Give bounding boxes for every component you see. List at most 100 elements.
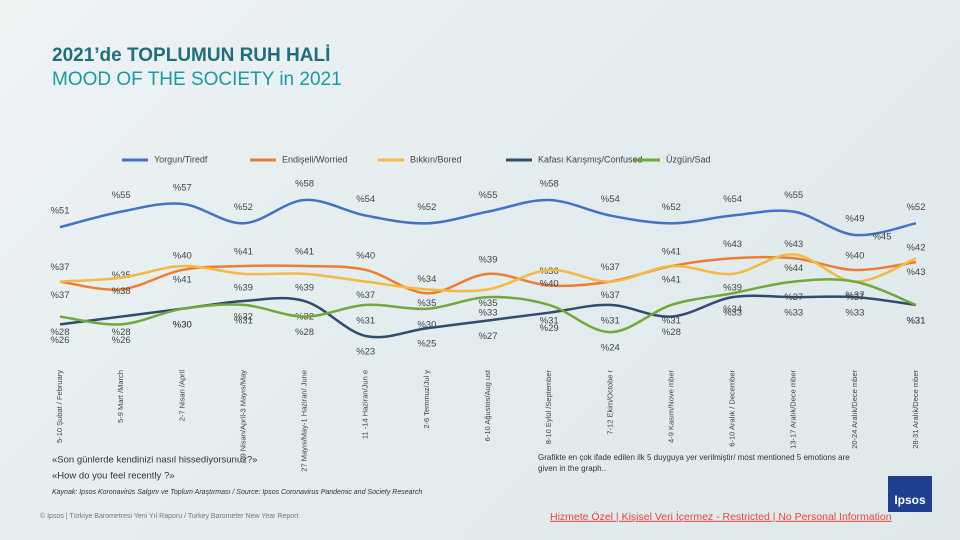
x-tick-label: 5-9 Mart /March <box>116 370 125 423</box>
data-label: %23 <box>356 347 375 358</box>
data-label: %28 <box>50 327 69 338</box>
x-tick-label: 6-10 Ağustos/Aug ust <box>483 369 492 441</box>
data-label: %31 <box>540 315 559 326</box>
data-label: %33 <box>784 308 803 319</box>
data-label: %41 <box>173 275 192 286</box>
x-tick-label: 6-10 Aralık / December <box>728 370 737 447</box>
question: «Son günlerde kendinizi nasıl hissediyor… <box>52 455 257 466</box>
data-label: %39 <box>295 282 314 293</box>
data-label: %37 <box>845 292 864 303</box>
data-label: %31 <box>234 315 253 326</box>
x-tick-label: 5-10 Şubat / February <box>55 370 64 443</box>
data-label: %33 <box>478 308 497 319</box>
data-label: %37 <box>601 262 620 273</box>
x-tick-label: 29 Nisan/April-3 Mayıs/May <box>238 370 247 462</box>
x-tick-label: 13-17 Aralık/Dece mber <box>789 370 798 449</box>
data-label: %39 <box>478 254 497 265</box>
data-label: %55 <box>784 190 803 201</box>
data-label: %41 <box>662 275 681 286</box>
legend-label: Kafası Karışmış/Confused <box>538 154 643 164</box>
data-label: %29 <box>540 323 559 334</box>
data-label: %30 <box>173 319 192 330</box>
x-tick-label: 2-6 Temmuz/Jul y <box>422 370 431 429</box>
data-label: %37 <box>50 262 69 273</box>
data-label: %35 <box>417 298 436 309</box>
data-label: %58 <box>295 179 314 190</box>
data-label: %40 <box>356 250 375 261</box>
data-label: %52 <box>234 202 253 213</box>
question: «How do you feel recently ?» <box>52 471 175 482</box>
data-label: %30 <box>173 319 192 330</box>
classification-link[interactable]: Hizmete Özel | Kişisel Veri İçermez - Re… <box>550 510 892 523</box>
data-label: %58 <box>540 179 559 190</box>
data-label: %44 <box>784 263 803 274</box>
data-label: %25 <box>417 339 436 350</box>
x-tick-label: 11 -14 Haziran/Jun e <box>361 370 370 439</box>
title: 2021’de TOPLUMUN RUH HALİ <box>52 45 330 66</box>
data-label: %33 <box>723 308 742 319</box>
data-label: %40 <box>540 278 559 289</box>
data-label: %37 <box>784 292 803 303</box>
data-label: %36 <box>540 266 559 277</box>
data-label: %28 <box>295 327 314 338</box>
data-label: %55 <box>112 190 131 201</box>
data-label: %34 <box>723 304 742 315</box>
data-label: %37 <box>50 290 69 301</box>
data-label: %27 <box>478 331 497 342</box>
data-label: %38 <box>112 286 131 297</box>
logo-box <box>888 476 932 512</box>
data-label: %41 <box>662 247 681 258</box>
data-label: %52 <box>906 202 925 213</box>
data-label: %37 <box>356 290 375 301</box>
logo: Ipsos <box>894 493 926 507</box>
data-label: %42 <box>906 243 925 254</box>
data-label: %54 <box>356 194 375 205</box>
data-label: %39 <box>234 282 253 293</box>
annotation: %45 <box>872 232 891 243</box>
x-tick-label: 7-12 Ekim/Octobe r <box>605 370 614 435</box>
data-label: %49 <box>845 213 864 224</box>
line <box>59 278 917 334</box>
footer: © Ipsos | Türkiye Barometresi Yeni Yıl R… <box>40 512 299 520</box>
legend-label: Üzgün/Sad <box>666 154 711 164</box>
data-label: %35 <box>112 270 131 281</box>
data-label: %31 <box>662 315 681 326</box>
legend-label: Yorgun/Tiredf <box>154 154 208 164</box>
x-tick-label: 8-10 Eylül /September <box>544 370 553 445</box>
note-box: Grafikte en çok ifade edilen ilk 5 duygu… <box>538 453 850 473</box>
data-label: %28 <box>662 327 681 338</box>
data-label: %31 <box>356 315 375 326</box>
data-label: %24 <box>601 343 620 354</box>
data-label: %33 <box>845 308 864 319</box>
data-label: %40 <box>173 250 192 261</box>
data-label: %37 <box>601 290 620 301</box>
subtitle: MOOD OF THE SOCIETY in 2021 <box>52 69 342 90</box>
data-label: %32 <box>234 312 253 323</box>
data-label: %41 <box>295 247 314 258</box>
x-tick-label: 4-9 Kasım/Nove mber <box>666 370 675 443</box>
x-tick-label: 27 Mayıs/May-1 Haziran/ June <box>300 370 309 472</box>
data-label: %55 <box>478 190 497 201</box>
data-label: %39 <box>723 282 742 293</box>
data-label: %28 <box>112 327 131 338</box>
line <box>59 253 917 293</box>
x-tick-label: 2-7 Nisan /April <box>177 370 186 422</box>
data-label: %34 <box>417 274 436 285</box>
x-tick-label: 20-24 Aralık/Dece mber <box>850 370 859 449</box>
data-label: %54 <box>601 194 620 205</box>
data-label: %41 <box>234 247 253 258</box>
data-label: %31 <box>906 315 925 326</box>
data-label: %30 <box>417 319 436 330</box>
data-label: %26 <box>112 335 131 346</box>
line <box>59 198 917 237</box>
legend-label: Endişeli/Worried <box>282 154 347 164</box>
legend-label: Bıkkın/Bored <box>410 154 462 164</box>
data-label: %40 <box>845 250 864 261</box>
data-label: %43 <box>784 239 803 250</box>
data-label: %31 <box>906 315 925 326</box>
x-tick-label: 28-31 Aralık/Dece mber <box>911 370 920 449</box>
data-label: %35 <box>478 298 497 309</box>
data-label: %52 <box>417 202 436 213</box>
data-label: %26 <box>50 335 69 346</box>
